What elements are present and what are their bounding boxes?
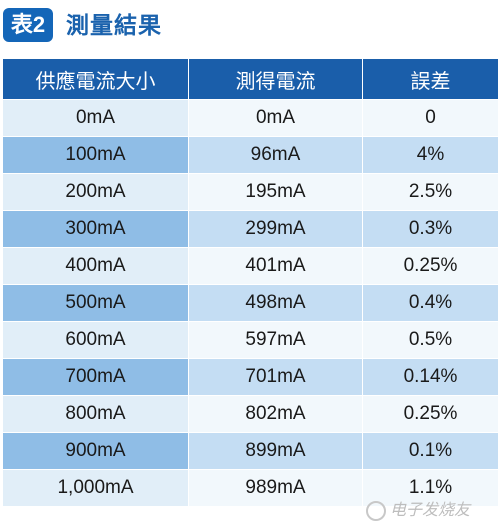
cell-error: 0.1%	[362, 432, 499, 470]
table-row: 500mA 498mA 0.4%	[2, 284, 499, 322]
cell-supplied-current: 400mA	[2, 247, 189, 285]
watermark: 电子发烧友	[366, 499, 486, 525]
table-number-badge: 表2	[3, 8, 53, 42]
cell-error: 2.5%	[362, 173, 499, 211]
cell-error: 0	[362, 99, 499, 137]
cell-error: 0.25%	[362, 247, 499, 285]
table-row: 100mA 96mA 4%	[2, 136, 499, 174]
cell-error: 0.4%	[362, 284, 499, 322]
table-row: 1,000mA 989mA 1.1%	[2, 469, 499, 507]
cell-supplied-current: 300mA	[2, 210, 189, 248]
cell-error: 0.3%	[362, 210, 499, 248]
cell-supplied-current: 500mA	[2, 284, 189, 322]
cell-measured-current: 0mA	[188, 99, 363, 137]
elecfans-logo-icon	[366, 501, 386, 521]
table-caption: 表2 測量結果	[0, 0, 500, 52]
cell-supplied-current: 700mA	[2, 358, 189, 396]
table-row: 800mA 802mA 0.25%	[2, 395, 499, 433]
cell-supplied-current: 800mA	[2, 395, 189, 433]
cell-measured-current: 899mA	[188, 432, 363, 470]
cell-measured-current: 401mA	[188, 247, 363, 285]
cell-measured-current: 96mA	[188, 136, 363, 174]
table-row: 900mA 899mA 0.1%	[2, 432, 499, 470]
cell-measured-current: 299mA	[188, 210, 363, 248]
cell-supplied-current: 1,000mA	[2, 469, 189, 507]
table-row: 400mA 401mA 0.25%	[2, 247, 499, 285]
cell-error: 0.5%	[362, 321, 499, 359]
cell-supplied-current: 0mA	[2, 99, 189, 137]
measurement-results-table: 供應電流大小 測得電流 誤差 0mA 0mA 0 100mA 96mA 4% 200mA 19…	[2, 58, 499, 507]
cell-measured-current: 802mA	[188, 395, 363, 433]
cell-error: 1.1%	[362, 469, 499, 507]
cell-measured-current: 597mA	[188, 321, 363, 359]
table-row: 700mA 701mA 0.14%	[2, 358, 499, 396]
cell-supplied-current: 200mA	[2, 173, 189, 211]
table-row: 600mA 597mA 0.5%	[2, 321, 499, 359]
cell-measured-current: 701mA	[188, 358, 363, 396]
table-row: 200mA 195mA 2.5%	[2, 173, 499, 211]
cell-error: 0.14%	[362, 358, 499, 396]
cell-supplied-current: 900mA	[2, 432, 189, 470]
table-row: 300mA 299mA 0.3%	[2, 210, 499, 248]
table-title: 測量結果	[66, 12, 162, 38]
table-header-row: 供應電流大小 測得電流 誤差	[2, 58, 499, 100]
cell-measured-current: 195mA	[188, 173, 363, 211]
table-body: 0mA 0mA 0 100mA 96mA 4% 200mA 195mA 2.5% 300mA 299…	[2, 99, 499, 507]
column-header-supplied-current: 供應電流大小	[2, 58, 189, 100]
cell-measured-current: 989mA	[188, 469, 363, 507]
column-header-measured-current: 測得電流	[188, 58, 363, 100]
column-header-error: 誤差	[362, 58, 499, 100]
cell-error: 0.25%	[362, 395, 499, 433]
cell-error: 4%	[362, 136, 499, 174]
cell-supplied-current: 600mA	[2, 321, 189, 359]
table-row: 0mA 0mA 0	[2, 99, 499, 137]
cell-supplied-current: 100mA	[2, 136, 189, 174]
watermark-text: 电子发烧友	[390, 502, 471, 519]
cell-measured-current: 498mA	[188, 284, 363, 322]
